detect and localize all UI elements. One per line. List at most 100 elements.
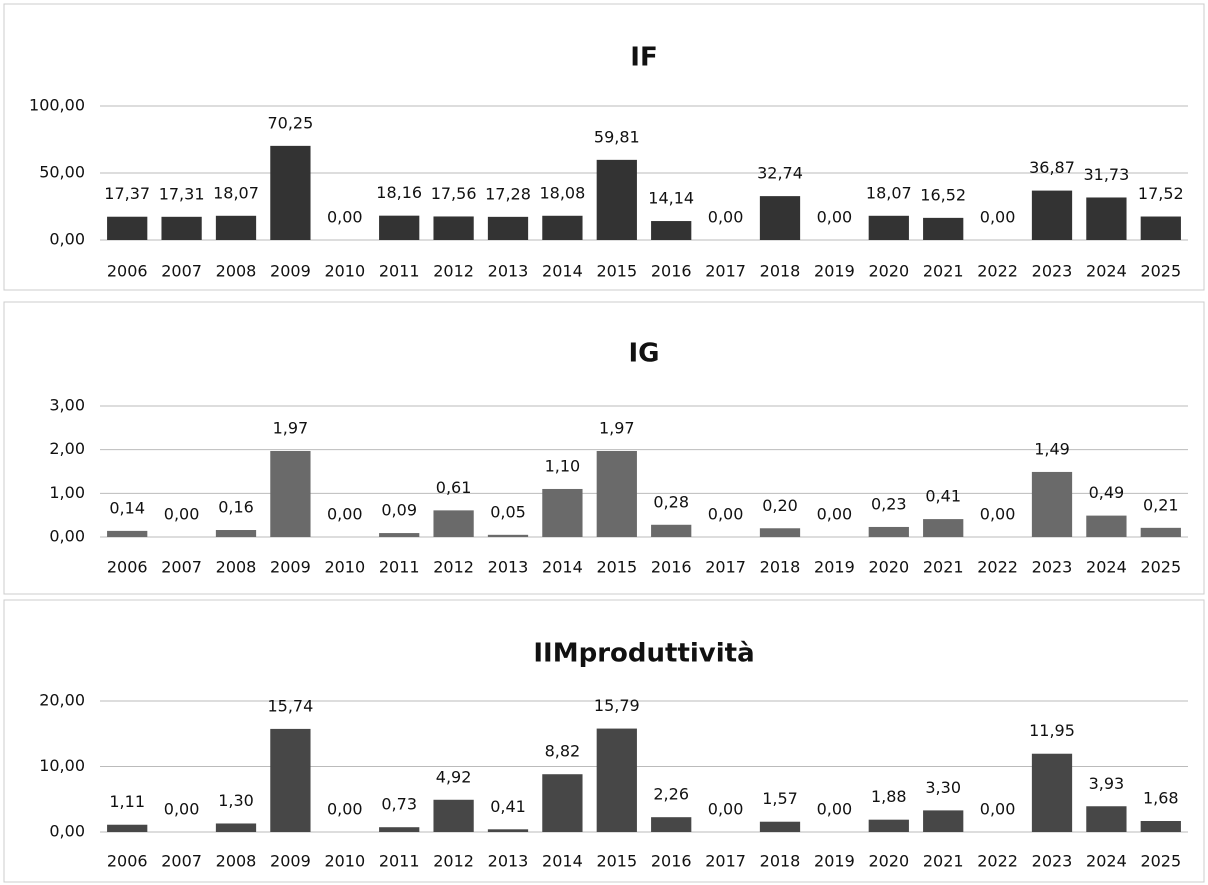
- bar: [1140, 820, 1181, 832]
- chart-title: IF: [630, 43, 657, 73]
- data-label: 32,74: [757, 164, 803, 183]
- bar: [215, 823, 257, 832]
- bar: [161, 216, 202, 240]
- data-label: 0,28: [653, 492, 689, 511]
- bar: [215, 530, 257, 537]
- bar: [1140, 216, 1181, 240]
- y-tick-label: 0,00: [49, 527, 85, 546]
- data-label: 0,23: [871, 494, 907, 513]
- data-label: 0,00: [327, 800, 363, 819]
- data-label: 17,31: [159, 184, 205, 203]
- y-tick-label: 3,00: [49, 396, 85, 415]
- data-label: 0,00: [817, 208, 853, 227]
- bar: [1086, 515, 1127, 537]
- data-label: 0,00: [708, 800, 744, 819]
- bar: [651, 524, 692, 537]
- data-label: 1,97: [273, 418, 309, 437]
- x-tick-label: 2016: [651, 558, 692, 577]
- bar: [923, 810, 964, 832]
- bar: [923, 519, 964, 537]
- x-tick-label: 2021: [923, 262, 964, 281]
- chart-title: IG: [628, 339, 659, 369]
- bar: [215, 215, 257, 240]
- x-tick-label: 2014: [542, 262, 583, 281]
- data-label: 0,00: [708, 505, 744, 524]
- bar: [487, 534, 529, 537]
- x-tick-label: 2011: [379, 852, 420, 871]
- x-tick-label: 2007: [161, 262, 202, 281]
- x-tick-label: 2016: [651, 262, 692, 281]
- x-tick-label: 2015: [596, 262, 637, 281]
- x-tick-label: 2009: [270, 262, 311, 281]
- x-tick-label: 2024: [1086, 558, 1127, 577]
- x-tick-label: 2025: [1140, 262, 1181, 281]
- data-label: 1,30: [218, 791, 254, 810]
- bar: [433, 799, 474, 832]
- x-tick-label: 2007: [161, 852, 202, 871]
- x-tick-label: 2008: [216, 262, 257, 281]
- data-label: 0,00: [327, 505, 363, 524]
- y-tick-label: 1,00: [49, 483, 85, 502]
- data-label: 17,52: [1138, 184, 1184, 203]
- x-tick-label: 2016: [651, 852, 692, 871]
- x-tick-label: 2022: [977, 558, 1018, 577]
- bar: [270, 728, 311, 832]
- bar: [923, 217, 964, 240]
- data-label: 0,20: [762, 496, 798, 515]
- data-label: 0,16: [218, 498, 254, 517]
- x-tick-label: 2019: [814, 558, 855, 577]
- bar: [759, 528, 801, 537]
- x-tick-label: 2012: [433, 558, 474, 577]
- data-label: 0,14: [109, 498, 145, 517]
- bar: [542, 774, 583, 832]
- panel: [3, 301, 1205, 595]
- bar: [542, 215, 583, 240]
- x-tick-label: 2013: [488, 558, 529, 577]
- bar: [868, 819, 909, 832]
- panel: [3, 3, 1205, 291]
- bar: [270, 450, 311, 537]
- chart-title: IIMproduttività: [533, 639, 754, 669]
- bar: [487, 216, 529, 240]
- x-tick-label: 2025: [1140, 558, 1181, 577]
- bar: [1031, 471, 1073, 537]
- data-label: 59,81: [594, 127, 640, 146]
- bar: [1140, 527, 1181, 537]
- x-tick-label: 2019: [814, 262, 855, 281]
- bar: [107, 530, 148, 537]
- x-tick-label: 2020: [868, 558, 909, 577]
- data-label: 4,92: [436, 767, 472, 786]
- data-label: 1,49: [1034, 439, 1070, 458]
- x-tick-label: 2018: [760, 558, 801, 577]
- data-label: 0,00: [164, 800, 200, 819]
- data-label: 36,87: [1029, 158, 1075, 177]
- x-tick-label: 2020: [868, 852, 909, 871]
- bar: [433, 510, 474, 537]
- x-tick-label: 2008: [216, 558, 257, 577]
- data-label: 0,00: [980, 505, 1016, 524]
- x-tick-label: 2021: [923, 852, 964, 871]
- y-tick-label: 0,00: [49, 230, 85, 249]
- data-label: 0,05: [490, 502, 526, 521]
- bar: [1031, 753, 1073, 832]
- data-label: 17,37: [104, 184, 150, 203]
- data-label: 1,88: [871, 787, 907, 806]
- x-tick-label: 2024: [1086, 852, 1127, 871]
- x-tick-label: 2024: [1086, 262, 1127, 281]
- data-label: 15,74: [267, 696, 313, 715]
- x-tick-label: 2013: [488, 262, 529, 281]
- bar: [379, 215, 420, 240]
- bar: [487, 829, 529, 832]
- data-label: 31,73: [1083, 165, 1129, 184]
- data-label: 70,25: [267, 113, 313, 132]
- x-tick-label: 2022: [977, 262, 1018, 281]
- data-label: 0,61: [436, 478, 472, 497]
- data-label: 0,49: [1089, 483, 1125, 502]
- bar: [651, 221, 692, 240]
- bar: [107, 216, 148, 240]
- x-tick-label: 2010: [324, 558, 365, 577]
- x-tick-label: 2012: [433, 262, 474, 281]
- data-label: 11,95: [1029, 721, 1075, 740]
- bar: [651, 817, 692, 832]
